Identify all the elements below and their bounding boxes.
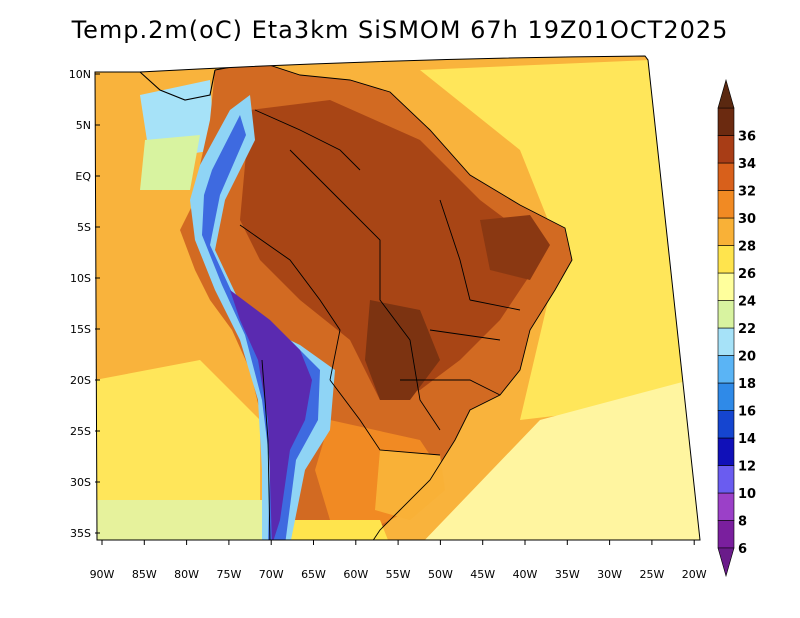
lat-label: 15S — [70, 323, 91, 336]
colorbar-label: 36 — [738, 130, 756, 145]
lon-label: 20W — [682, 568, 707, 581]
colorbar-segment — [717, 272, 735, 301]
colorbar-label: 6 — [738, 542, 747, 557]
lat-label: 10S — [70, 272, 91, 285]
colorbar-segment — [717, 327, 735, 356]
country-boundaries — [214, 61, 573, 540]
colorbar-label: 32 — [738, 185, 756, 200]
colorbar-label: 16 — [738, 405, 756, 420]
longitude-axis: 90W 85W 80W 75W 70W 65W 60W 55W 50W 45W 40W 35W 30W 2… — [90, 540, 707, 581]
lat-label: 25S — [70, 425, 91, 438]
lon-label: 40W — [513, 568, 538, 581]
lon-label: 35W — [555, 568, 580, 581]
latitude-axis: 10N 5N EQ 5S 10S 15S 20S 25S 30S 35S — [69, 68, 100, 540]
plot-frame — [94, 55, 701, 541]
lon-label: 30W — [597, 568, 622, 581]
colorbar-high-cap — [717, 78, 735, 109]
colorbar-label: 20 — [738, 350, 756, 365]
argentina-border — [329, 379, 441, 456]
colorbar-segment — [717, 520, 735, 549]
colorbar-label: 12 — [738, 460, 756, 475]
uruguay-cool — [375, 450, 445, 520]
map-field — [95, 56, 700, 540]
colorbar-label: 26 — [738, 267, 756, 282]
lon-label: 65W — [301, 568, 326, 581]
patagonia-light — [275, 520, 390, 540]
lon-label: 75W — [216, 568, 241, 581]
lon-label: 80W — [174, 568, 199, 581]
northeast-very-hot — [480, 215, 550, 280]
colorbar-label: 24 — [738, 295, 756, 310]
brazil-west-border — [289, 149, 441, 431]
colorbar-label: 10 — [738, 487, 756, 502]
lon-label: 60W — [343, 568, 368, 581]
brazil-states — [400, 199, 521, 396]
pacific-cool-region — [95, 360, 260, 540]
lat-label: 30S — [70, 476, 91, 489]
lat-label: 35S — [70, 527, 91, 540]
atlantic-warm-region — [420, 60, 690, 420]
panama-coast — [139, 69, 216, 101]
colorbar-segment — [717, 190, 735, 219]
pacific-south-band — [95, 500, 300, 540]
lon-label: 85W — [132, 568, 157, 581]
map-title: Temp.2m(oC) Eta3km SiSMOM 67h 19Z01OCT20… — [71, 16, 729, 44]
colorbar-label: 14 — [738, 432, 756, 447]
andes-purple-core — [230, 290, 312, 540]
pacific-green-patch — [140, 135, 200, 190]
lat-label: 5N — [76, 119, 91, 132]
peru-bolivia-border — [239, 224, 341, 381]
lat-label: 10N — [69, 68, 91, 81]
colorbar-segment — [717, 300, 735, 329]
colorbar-label: 30 — [738, 212, 756, 227]
central-very-hot — [365, 300, 440, 400]
colorbar-segment — [717, 162, 735, 191]
central-america-coast — [139, 69, 216, 101]
lon-label: 90W — [90, 568, 115, 581]
lon-label: 70W — [259, 568, 284, 581]
lon-label: 45W — [470, 568, 495, 581]
lat-label: 5S — [77, 221, 91, 234]
colorbar-segment — [717, 135, 735, 164]
colorbar-segment — [717, 465, 735, 494]
lat-label: EQ — [75, 170, 91, 183]
colorbar-label: 34 — [738, 157, 756, 172]
colorbar: 6 8 10 12 14 16 18 20 22 24 26 28 30 32 34 36 — [717, 78, 756, 578]
lat-label: 20S — [70, 374, 91, 387]
colorbar-label: 8 — [738, 515, 747, 530]
colorbar-label: 18 — [738, 377, 756, 392]
colorbar-segment — [717, 437, 735, 466]
lon-label: 25W — [639, 568, 664, 581]
colorbar-segment — [717, 107, 735, 136]
colorbar-segment — [717, 410, 735, 439]
colorbar-label: 22 — [738, 322, 756, 337]
colombia-venezuela-border — [254, 109, 361, 171]
colorbar-segment — [717, 217, 735, 246]
lon-label: 55W — [386, 568, 411, 581]
lon-label: 50W — [428, 568, 453, 581]
colorbar-label: 28 — [738, 240, 756, 255]
colorbar-low-cap — [717, 547, 735, 578]
colorbar-segment — [717, 492, 735, 521]
colorbar-segment — [717, 382, 735, 411]
continent-outline — [214, 61, 573, 540]
colorbar-segment — [717, 355, 735, 384]
chile-border — [261, 359, 271, 540]
colorbar-segment — [717, 245, 735, 274]
atlantic-cool-region — [420, 380, 700, 540]
